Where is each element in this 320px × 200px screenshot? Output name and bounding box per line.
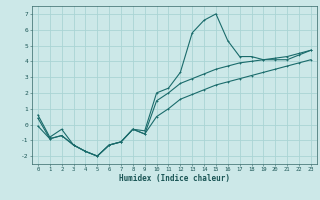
X-axis label: Humidex (Indice chaleur): Humidex (Indice chaleur)	[119, 174, 230, 183]
